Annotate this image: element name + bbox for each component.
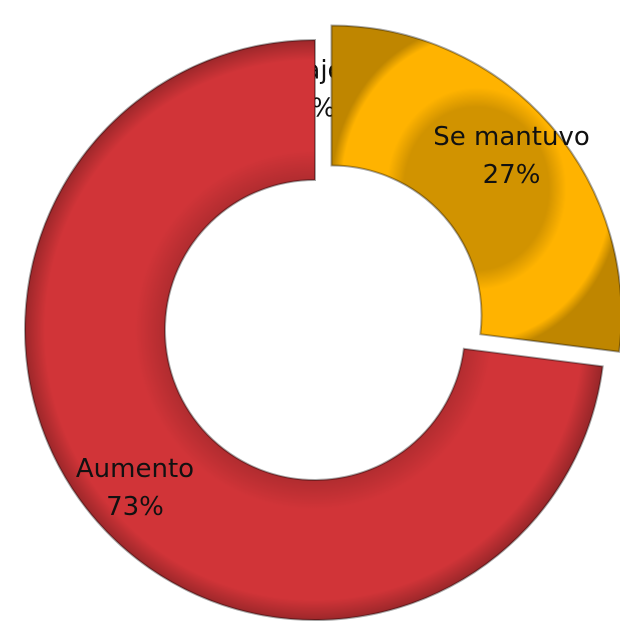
slice-value-label: 27% [483, 160, 541, 190]
slice-label: Se mantuvo [433, 122, 589, 152]
donut-slice [330, 24, 620, 353]
slice-label: Aumento [76, 454, 194, 484]
slice-value-label: 73% [106, 492, 164, 522]
